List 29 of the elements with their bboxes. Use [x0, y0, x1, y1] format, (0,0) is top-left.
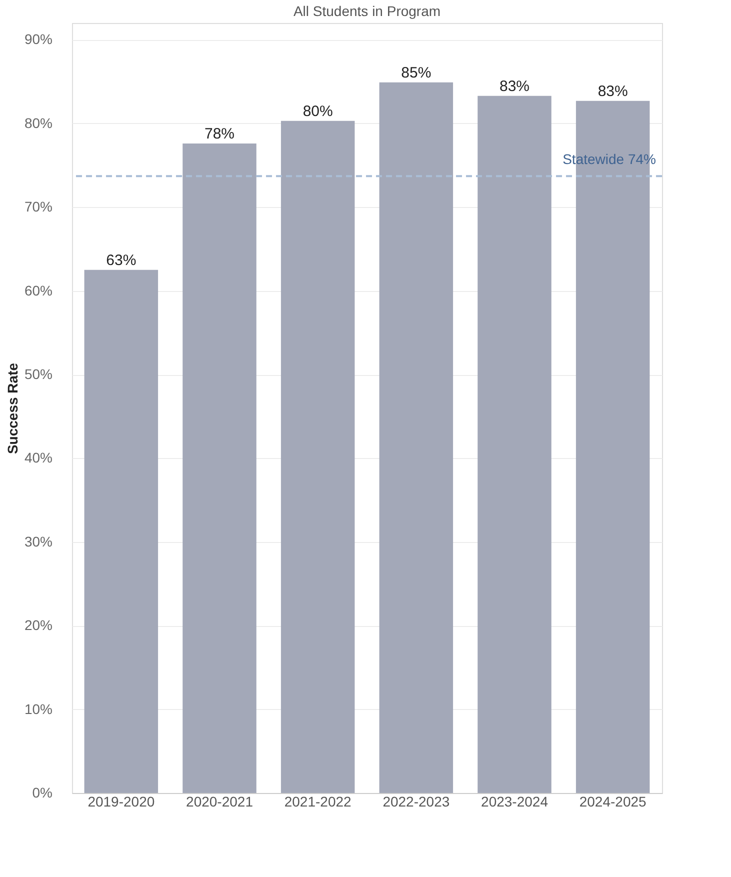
x-tick-label: 2024-2025 [579, 794, 647, 810]
y-tick-label: 30% [24, 533, 52, 550]
data-label: 63% [106, 252, 136, 269]
y-tick-label: 50% [24, 366, 52, 382]
data-label: 78% [204, 126, 235, 143]
bar [280, 120, 355, 793]
y-tick-label: 10% [24, 700, 52, 717]
y-tick-label: 80% [24, 114, 52, 131]
data-label: 83% [499, 78, 530, 95]
bar [84, 270, 158, 793]
chart-title: All Students in Program [293, 3, 441, 19]
x-tick-label: 2019-2020 [88, 794, 155, 810]
y-axis-title: Success Rate [4, 362, 20, 454]
data-label: 85% [401, 64, 432, 82]
x-tick-label: 2020-2021 [186, 794, 254, 810]
x-tick-label: 2022-2023 [382, 794, 450, 810]
y-tick-label: 70% [24, 198, 52, 215]
data-label: 80% [302, 102, 333, 120]
x-tick-label: 2023-2024 [481, 794, 548, 810]
bar [478, 96, 552, 793]
y-tick-label: 0% [32, 784, 52, 800]
y-tick-label: 40% [24, 450, 52, 466]
y-tick-label: 60% [24, 282, 52, 298]
bar [182, 144, 256, 793]
bar [379, 82, 454, 793]
x-tick-label: 2021-2022 [284, 794, 352, 810]
y-tick-label: 20% [24, 617, 52, 634]
y-tick-label: 90% [24, 31, 52, 48]
data-label: 83% [598, 82, 628, 100]
